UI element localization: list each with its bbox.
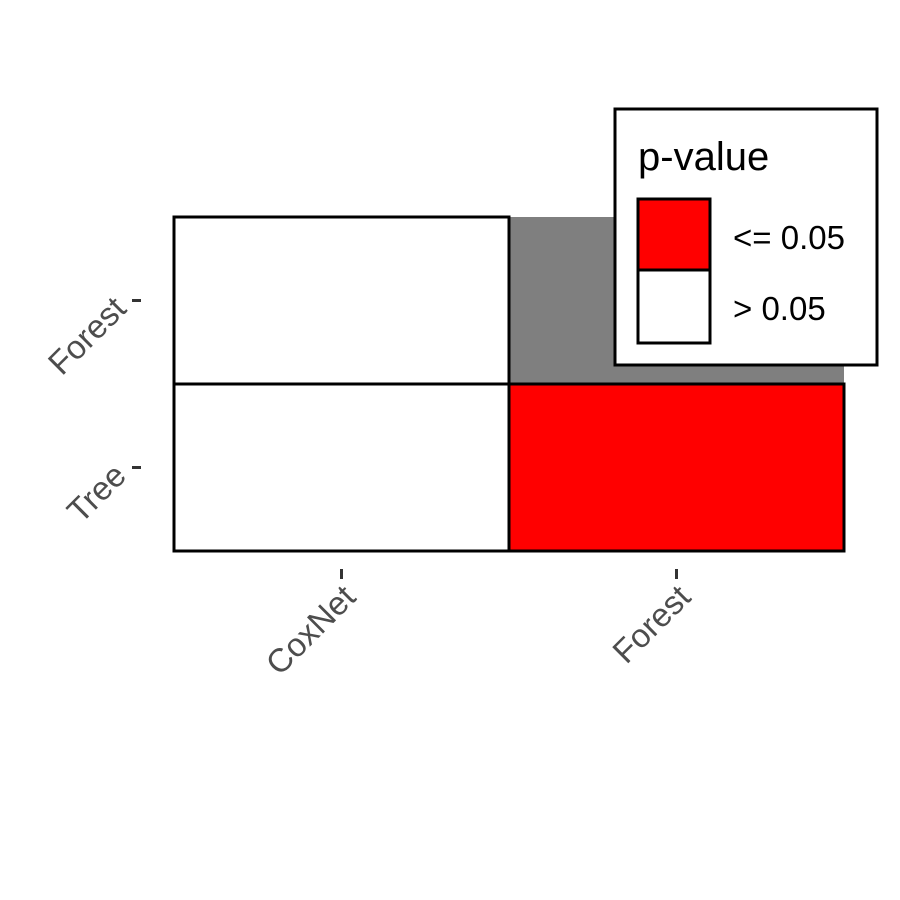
y-tick-label-tree: Tree <box>60 456 133 529</box>
legend-title: p-value <box>638 135 769 179</box>
legend-key-significant <box>636 197 712 272</box>
cell-forest-coxnet <box>172 215 511 386</box>
y-tick-label-forest: Forest <box>41 289 133 381</box>
legend-key-not-significant <box>636 268 712 345</box>
x-tick-label-coxnet: CoxNet <box>258 578 362 682</box>
legend-label-not-significant: > 0.05 <box>733 290 826 327</box>
legend-label-significant: <= 0.05 <box>733 219 845 256</box>
cell-tree-forest <box>507 382 846 553</box>
cell-tree-coxnet <box>172 382 511 553</box>
x-tick-label-forest: Forest <box>605 578 697 670</box>
legend: p-value <= 0.05 > 0.05 <box>613 107 879 367</box>
